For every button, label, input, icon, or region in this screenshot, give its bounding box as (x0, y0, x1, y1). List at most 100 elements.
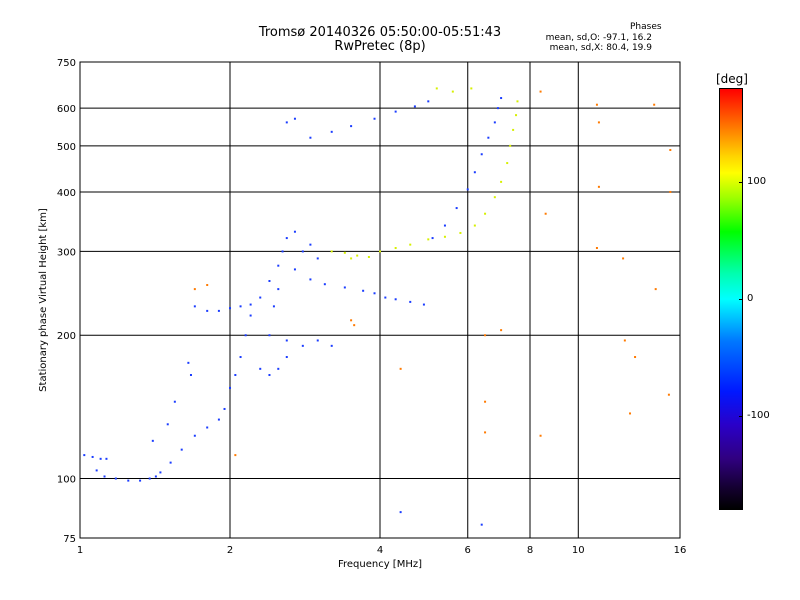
data-point (455, 207, 458, 210)
data-point (427, 100, 430, 103)
x-axis-label: Frequency [MHz] (338, 559, 422, 570)
data-point (229, 386, 231, 389)
stats-heading: Phases (630, 22, 662, 32)
data-point (127, 479, 130, 482)
data-point (193, 305, 196, 308)
data-point (539, 434, 542, 437)
data-point (206, 309, 209, 312)
data-point (394, 247, 397, 250)
data-point (459, 231, 462, 234)
data-point (285, 237, 288, 240)
data-point (394, 110, 397, 113)
data-point (268, 280, 271, 283)
data-point (653, 103, 656, 106)
data-point (669, 148, 672, 151)
data-point (373, 292, 376, 295)
data-point (629, 412, 632, 415)
stats-o-mode: mean, sd,O: -97.1, 16.2 (545, 33, 652, 43)
data-point (244, 334, 247, 337)
data-point (597, 121, 600, 124)
data-point (285, 339, 288, 342)
data-point (330, 130, 333, 133)
data-point (422, 303, 425, 306)
data-point (316, 257, 319, 260)
data-point (229, 307, 231, 310)
data-point (623, 339, 626, 342)
data-point (399, 511, 402, 514)
data-point (595, 103, 598, 106)
data-point (484, 431, 487, 434)
data-point (301, 250, 304, 253)
data-point (431, 237, 434, 240)
data-point (217, 418, 220, 421)
data-point (301, 344, 304, 347)
data-point (484, 212, 487, 215)
colorbar-tick-minus-100: -100 (747, 410, 770, 422)
data-point (293, 230, 296, 233)
data-point (293, 268, 296, 271)
data-point (466, 188, 469, 191)
y-tick-label: 300 (57, 247, 76, 258)
colorbar-tick-mark (739, 299, 743, 300)
x-tick-label: 4 (377, 545, 383, 556)
data-point (206, 426, 209, 429)
data-point (496, 107, 499, 110)
y-tick-label: 200 (57, 331, 76, 342)
data-point (285, 356, 288, 359)
data-point (259, 296, 262, 299)
y-axis-label: Stationary phase Virtual Height [km] (38, 208, 49, 392)
stats-x-mode: mean, sd,X: 80.4, 19.9 (549, 43, 652, 53)
data-point (473, 224, 476, 227)
data-point (343, 286, 346, 289)
colorbar-tick-mark (739, 416, 743, 418)
x-tick-label: 6 (465, 545, 471, 556)
data-point (105, 457, 108, 460)
data-point (539, 90, 542, 93)
data-point (506, 162, 509, 165)
colorbar-title: [deg] (716, 72, 748, 86)
data-point (193, 288, 196, 291)
data-point (350, 257, 353, 260)
data-point (217, 309, 220, 312)
data-point (239, 305, 242, 308)
data-point (330, 250, 333, 253)
data-point (259, 367, 262, 370)
data-point (83, 454, 86, 457)
data-point (353, 324, 356, 327)
data-point (234, 454, 237, 457)
data-point (480, 153, 483, 156)
data-point (443, 235, 446, 238)
data-point (281, 250, 284, 253)
data-point (669, 190, 672, 193)
x-tick-label: 8 (527, 545, 533, 556)
data-point (234, 374, 237, 377)
data-point (159, 471, 162, 474)
data-point (373, 117, 376, 120)
data-point (293, 117, 296, 120)
data-point (103, 475, 106, 478)
data-point (268, 374, 271, 377)
data-point (427, 238, 430, 241)
data-point (595, 247, 598, 250)
data-point (189, 374, 192, 377)
colorbar-tick-100: 100 (747, 175, 767, 187)
x-tick-label: 16 (674, 545, 687, 556)
data-point (409, 300, 412, 303)
data-point (451, 90, 454, 93)
data-point (249, 314, 252, 317)
data-point (597, 185, 600, 188)
data-point (285, 121, 288, 124)
data-point (356, 254, 359, 257)
data-point (272, 305, 275, 308)
y-tick-label: 75 (63, 534, 76, 545)
data-point (484, 400, 487, 403)
data-point (484, 334, 487, 337)
data-point (151, 439, 154, 442)
x-tick-label: 10 (572, 545, 585, 556)
data-point (180, 448, 183, 451)
data-point (350, 125, 353, 128)
data-point (99, 457, 102, 460)
data-point (443, 224, 446, 227)
data-point (343, 251, 346, 254)
